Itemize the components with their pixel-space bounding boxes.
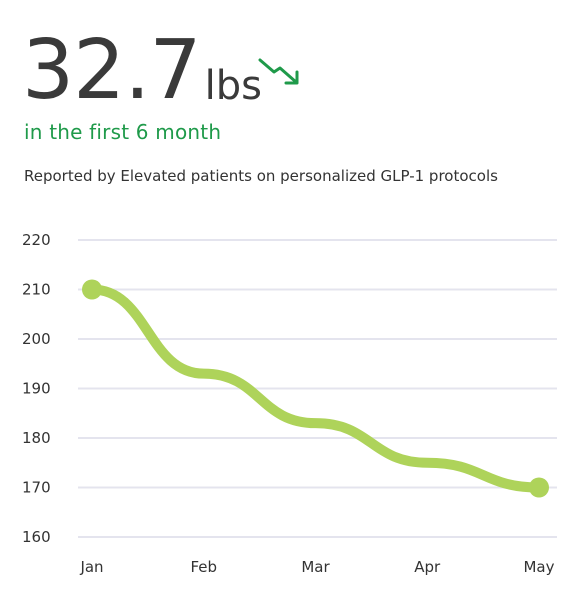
- y-tick-label: 200: [22, 330, 51, 348]
- x-tick-label: Apr: [414, 558, 441, 576]
- y-tick-label: 170: [22, 479, 51, 497]
- weight-loss-value: 32.7: [22, 23, 202, 118]
- x-tick-label: Feb: [190, 558, 217, 576]
- y-tick-label: 210: [22, 281, 51, 299]
- x-tick-label: Jan: [79, 558, 103, 576]
- y-tick-label: 220: [22, 231, 51, 249]
- headline: 32.7 lbs: [22, 30, 262, 112]
- data-point-may: [529, 477, 549, 498]
- x-tick-label: Mar: [301, 558, 330, 576]
- trend-down-icon: [258, 58, 299, 85]
- data-point-jan: [82, 279, 102, 300]
- series-line: [87, 284, 544, 493]
- y-tick-label: 160: [22, 528, 51, 546]
- y-tick-label: 180: [22, 429, 51, 447]
- weight-loss-unit: lbs: [204, 63, 262, 109]
- subtitle: in the first 6 month: [24, 120, 222, 144]
- y-tick-label: 190: [22, 380, 51, 398]
- caption: Reported by Elevated patients on persona…: [24, 167, 498, 185]
- x-tick-label: May: [523, 558, 554, 576]
